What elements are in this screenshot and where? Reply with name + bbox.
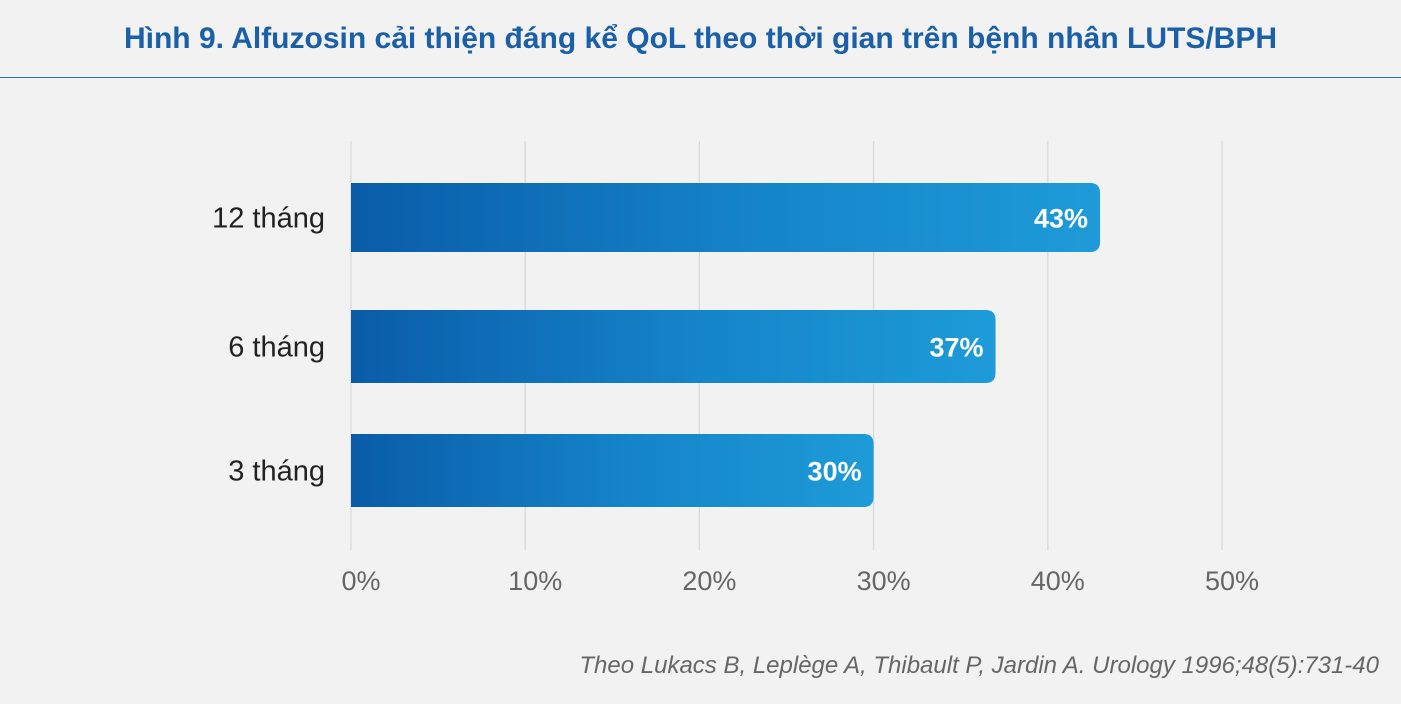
x-tick-label: 20% [682,566,736,596]
category-label: 12 tháng [212,203,325,235]
x-tick-label: 0% [341,566,380,596]
x-tick-label: 50% [1205,566,1259,596]
bar [351,183,1101,252]
x-tick-label: 30% [857,566,911,596]
category-labels: 12 tháng 6 tháng 3 tháng [212,203,325,488]
bar [351,310,996,383]
bar-value-label: 43% [1034,204,1088,234]
x-tick-label: 40% [1031,566,1085,596]
bars: 43% 37% 30% [351,183,1101,507]
bar [351,434,874,507]
category-label: 3 tháng [228,456,325,488]
category-label: 6 tháng [228,332,325,364]
bar-value-label: 37% [929,333,983,363]
x-axis-ticks: 0% 10% 20% 30% 40% 50% [341,566,1259,596]
x-tick-label: 10% [508,566,562,596]
bar-value-label: 30% [808,457,862,487]
source-citation: Theo Lukacs B, Leplège A, Thibault P, Ja… [579,652,1379,679]
chart-title: Hình 9. Alfuzosin cải thiện đáng kể QoL … [0,0,1401,78]
